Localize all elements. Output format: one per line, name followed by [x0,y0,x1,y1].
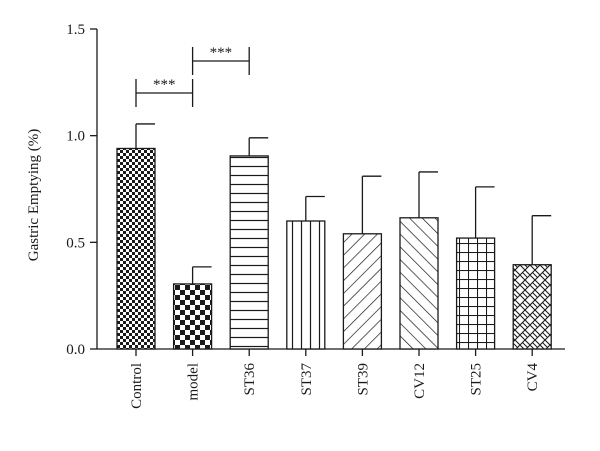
significance-bracket [191,47,250,75]
y-tick-label: 0.5 [66,235,85,251]
x-tick-label: ST36 [242,363,258,396]
bar-control [116,147,156,350]
significance-label: *** [210,45,233,61]
x-tick-label: ST37 [299,363,315,396]
bar-cv4 [512,264,552,350]
bar-st37 [286,220,326,350]
y-tick-label: 1.5 [66,22,85,38]
x-tick-label: ST25 [469,363,485,396]
y-axis: 0.0 0.5 1.0 1.5 [66,22,98,358]
x-axis: Control model ST36 ST37 ST39 CV12 ST25 CV4 [97,348,565,409]
bar-model [172,283,213,350]
bar-st36 [229,155,269,350]
bar-st39 [342,233,383,350]
bars [116,147,552,350]
significance-brackets: *** *** [135,45,250,107]
y-tick-label: 0.0 [66,342,85,358]
x-tick-label: CV12 [412,363,428,399]
error-bars [135,123,552,284]
significance-bracket [135,79,194,107]
significance-label: *** [153,77,176,93]
bar-cv12 [399,217,439,350]
x-tick-label: ST39 [355,363,371,396]
bar-st25 [455,237,496,350]
x-tick-label: CV4 [525,363,541,392]
x-tick-label: Control [129,363,145,409]
y-tick-label: 1.0 [66,129,85,145]
x-tick-label: model [186,363,202,401]
y-axis-label: Gastric Emptying (%) [26,129,42,261]
